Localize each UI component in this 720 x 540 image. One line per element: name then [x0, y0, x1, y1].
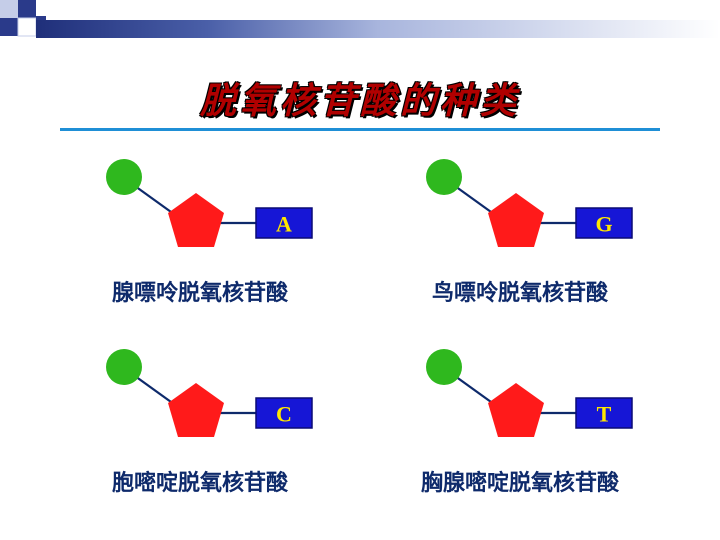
- nucleotide-cell-T: T 胸腺嘧啶脱氧核苷酸: [370, 345, 670, 525]
- nucleotide-label: 腺嘌呤脱氧核苷酸: [50, 275, 350, 307]
- nucleotide-label: 胞嘧啶脱氧核苷酸: [50, 465, 350, 497]
- nucleotide-cell-C: C 胞嘧啶脱氧核苷酸: [50, 345, 350, 525]
- nucleotide-label: 鸟嘌呤脱氧核苷酸: [370, 275, 670, 307]
- base-letter: C: [276, 402, 292, 427]
- phosphate-icon: [106, 159, 142, 195]
- nucleotide-diagram: A: [100, 155, 320, 265]
- header-gradient-bar: [36, 20, 720, 38]
- nucleotide-grid: A 腺嘌呤脱氧核苷酸 G 鸟嘌呤脱氧核苷酸 C: [0, 155, 720, 535]
- phosphate-icon: [426, 159, 462, 195]
- slide-title: 脱氧核苷酸的种类: [0, 72, 720, 124]
- sugar-pentagon-icon: [168, 193, 224, 247]
- nucleotide-diagram: T: [420, 345, 640, 455]
- nucleotide-cell-A: A 腺嘌呤脱氧核苷酸: [50, 155, 350, 335]
- nucleotide-diagram: G: [420, 155, 640, 265]
- nucleotide-label: 胸腺嘧啶脱氧核苷酸: [370, 465, 670, 497]
- title-underline: [60, 128, 660, 131]
- nucleotide-cell-G: G 鸟嘌呤脱氧核苷酸: [370, 155, 670, 335]
- sugar-pentagon-icon: [488, 193, 544, 247]
- sugar-pentagon-icon: [488, 383, 544, 437]
- phosphate-icon: [426, 349, 462, 385]
- phosphate-icon: [106, 349, 142, 385]
- slide-title-container: 脱氧核苷酸的种类: [0, 72, 720, 124]
- base-letter: T: [597, 402, 612, 427]
- slide-header: [0, 0, 720, 40]
- sugar-pentagon-icon: [168, 383, 224, 437]
- base-letter: G: [595, 212, 612, 237]
- nucleotide-diagram: C: [100, 345, 320, 455]
- base-letter: A: [276, 212, 292, 237]
